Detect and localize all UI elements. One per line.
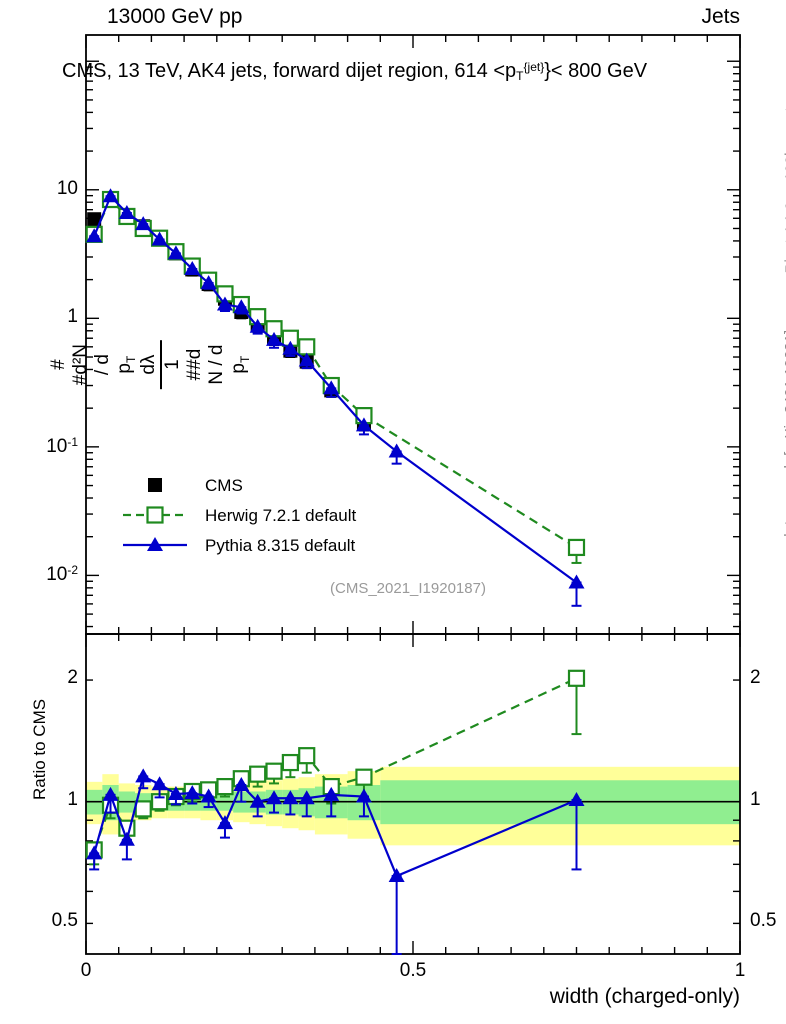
ratio-data-point	[233, 776, 250, 791]
ratio-y-tick-label-left: 1	[67, 788, 78, 810]
plot-title-tail: }< 800 GeV	[544, 60, 648, 82]
main-data-point	[567, 538, 586, 557]
ratio-uncertainty-bands	[86, 766, 740, 846]
ratio-panel-series	[85, 669, 586, 955]
main-data-point	[249, 318, 266, 333]
legend-marker	[146, 506, 164, 524]
page-title: CMS, 13 TeV, AK4 jets, forward dijet reg…	[62, 60, 647, 83]
legend-label: Pythia 8.315 default	[205, 536, 356, 555]
main-data-point	[151, 231, 168, 246]
ratio-data-point	[298, 790, 315, 805]
ratio-data-point	[282, 790, 299, 805]
ratio-y-tick-label-left: 2	[67, 667, 78, 689]
plot-title-superscript: {jet}	[523, 60, 545, 74]
beam-energy-label: 13000 GeV pp	[107, 5, 243, 28]
ratio-data-point	[281, 753, 299, 772]
x-tick-label: 0	[80, 960, 92, 981]
legend-label: CMS	[205, 476, 243, 495]
ratio-data-point	[323, 786, 340, 801]
x-tick-label: 0.5	[399, 960, 427, 981]
ratio-data-point	[355, 768, 373, 786]
main-data-point	[102, 188, 119, 203]
main-data-point	[86, 228, 103, 243]
ratio-data-point	[265, 762, 283, 780]
ratio-series-line	[93, 774, 577, 878]
legend-label: Herwig 7.2.1 default	[205, 506, 356, 525]
ratio-y-tick-label-right: 0.5	[750, 910, 777, 932]
ratio-data-point	[134, 800, 152, 818]
main-data-point	[87, 212, 102, 227]
ratio-data-point	[200, 788, 217, 803]
analysis-id-watermark: (CMS_2021_I1920187)	[330, 580, 486, 597]
ratio-y-tick-label-right: 1	[750, 788, 761, 810]
main-panel-series	[85, 188, 586, 607]
ratio-data-point	[388, 867, 405, 882]
main-data-point	[200, 275, 217, 290]
ratio-data-point	[249, 793, 266, 808]
main-data-point	[135, 216, 152, 231]
ratio-data-point	[355, 788, 372, 803]
main-data-point	[216, 296, 233, 311]
ratio-data-point	[118, 831, 135, 846]
ratio-data-point	[568, 791, 585, 806]
ratio-data-point	[298, 747, 316, 765]
main-data-point	[298, 338, 316, 356]
ratio-data-point	[249, 765, 267, 783]
main-data-point	[298, 352, 315, 367]
main-series-line	[93, 197, 578, 549]
main-data-point	[233, 299, 250, 314]
main-data-point	[568, 574, 585, 589]
ratio-y-tick-label-left: 0.5	[51, 910, 78, 932]
x-tick-label: 1	[734, 960, 746, 981]
ratio-data-point	[102, 786, 119, 801]
ratio-data-point	[184, 785, 201, 800]
main-data-point	[266, 331, 283, 346]
ratio-data-point	[216, 777, 234, 796]
ratio-data-point	[266, 790, 283, 805]
main-y-tick-label: 10-2	[46, 563, 78, 586]
ratio-data-point	[151, 776, 168, 791]
main-y-tick-label: 1	[67, 306, 78, 328]
main-y-tick-label: 10	[56, 177, 78, 199]
legend-marker	[147, 537, 163, 551]
main-data-point	[323, 380, 340, 395]
main-data-point	[388, 443, 405, 458]
plot-title-main: CMS, 13 TeV, AK4 jets, forward dijet reg…	[62, 60, 517, 82]
analysis-category-label: Jets	[701, 5, 740, 28]
legend-marker	[148, 478, 162, 492]
axis-ticks	[85, 35, 741, 954]
ratio-data-point	[167, 785, 184, 800]
ratio-data-point	[86, 845, 103, 860]
main-y-tick-label: 10-1	[46, 434, 78, 457]
ratio-data-point	[567, 669, 586, 687]
main-data-point	[167, 245, 184, 260]
main-data-point	[184, 260, 201, 275]
legend: CMS Herwig 7.2.1 default Pythia 8.315 defa…	[123, 476, 356, 555]
main-data-point	[118, 204, 135, 219]
x-axis-label: width (charged-only)	[549, 985, 740, 1008]
ratio-data-point	[135, 768, 152, 783]
main-data-point	[282, 340, 299, 355]
ratio-y-tick-label-right: 2	[750, 667, 761, 689]
main-data-point	[355, 417, 372, 432]
ratio-data-point	[216, 815, 233, 830]
plot-title-subscript: T	[516, 69, 524, 83]
